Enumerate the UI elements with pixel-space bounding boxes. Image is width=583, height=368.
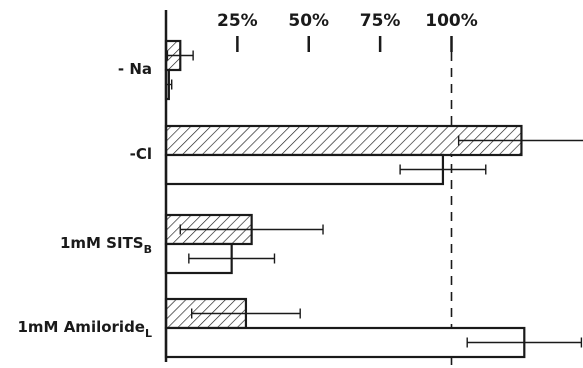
x-axis-ticks: 25% 50% 75% 100%: [217, 11, 478, 52]
x-tick-label-50: 50%: [288, 11, 329, 31]
x-tick-label-75: 75%: [360, 11, 401, 31]
category-label-3: 1mM AmilorideL: [17, 318, 152, 340]
x-tick-label-100: 100%: [425, 11, 478, 31]
category-label-text-0: - Na: [118, 60, 152, 78]
category-label-subscript-3: L: [145, 327, 152, 340]
category-label-text-2: 1mM SITS: [60, 234, 144, 252]
x-tick-label-25: 25%: [217, 11, 258, 31]
category-label-1: -Cl: [130, 145, 152, 163]
category-label-text-3: 1mM Amiloride: [17, 318, 145, 336]
bars: [164, 39, 526, 359]
category-label-text-1: -Cl: [130, 145, 152, 163]
category-label-subscript-2: B: [144, 243, 152, 256]
category-labels: - Na -Cl 1mM SITSB 1mM AmilorideL: [17, 60, 152, 340]
category-label-2: 1mM SITSB: [60, 234, 152, 256]
error-bars: [165, 50, 583, 348]
category-label-0: - Na: [118, 60, 152, 78]
